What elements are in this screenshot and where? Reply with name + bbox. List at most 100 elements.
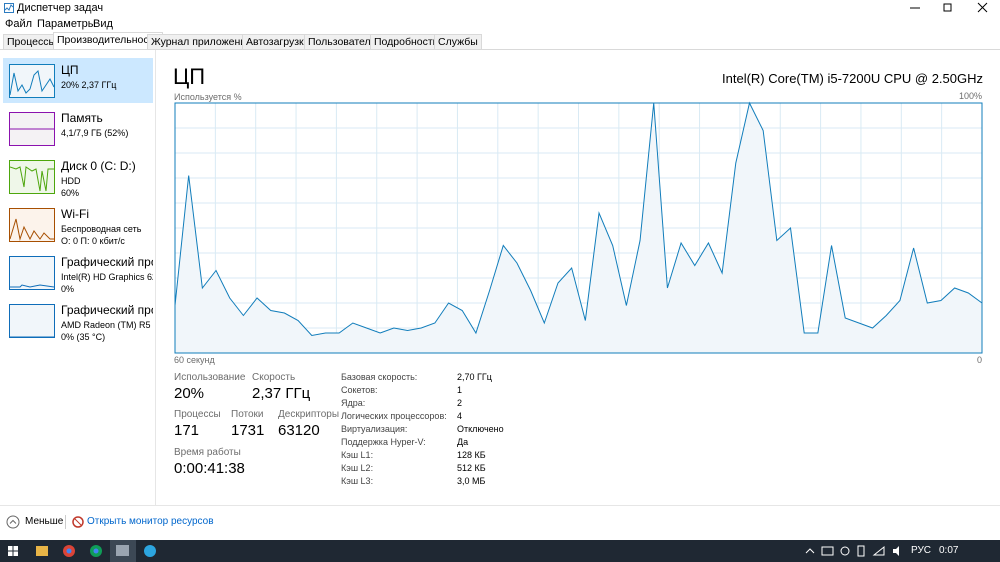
start-button[interactable] <box>8 546 18 556</box>
detail-label: Сокетов: <box>341 385 378 395</box>
tray-icons <box>805 545 899 557</box>
sidebar-item[interactable]: Диск 0 (C: D:) HDD 60% <box>3 154 153 199</box>
y-tick-label: 100% <box>959 91 982 101</box>
restore[interactable] <box>943 3 952 12</box>
title-bar: Диспетчер задач <box>0 0 1000 16</box>
detail-value: 2,70 ГГц <box>457 372 492 382</box>
section-title: ЦП <box>173 64 206 89</box>
telegram[interactable] <box>144 545 156 557</box>
detail-label: Кэш L1: <box>341 450 374 460</box>
sidebar-item[interactable]: Wi-Fi Беспроводная сеть О: 0 П: 0 кбит/с <box>3 202 153 247</box>
thumbnail <box>9 64 55 98</box>
stat-value: 171 <box>174 422 200 439</box>
thumbnail-graph <box>9 69 55 96</box>
detail-label: Виртуализация: <box>341 424 408 434</box>
thumbnail <box>9 256 55 290</box>
menu-item[interactable]: Файл <box>5 18 33 30</box>
detail-value: 1 <box>457 385 463 395</box>
detail-value: Отключено <box>457 424 504 434</box>
item-name: Диск 0 (C: D:) <box>61 159 136 173</box>
cpu-area <box>175 103 982 353</box>
detail-value: 128 КБ <box>457 450 486 460</box>
stat-value: 0:00:41:38 <box>174 460 245 477</box>
resmon-icon[interactable] <box>72 516 84 528</box>
detail-value: Да <box>457 437 469 447</box>
app-icon <box>4 3 14 13</box>
detail-value: 3,0 МБ <box>457 476 486 486</box>
tab[interactable]: Производительность <box>53 32 163 50</box>
graph-y-label: Используется % <box>174 92 242 102</box>
resmon-link[interactable]: Открыть монитор ресурсов <box>87 516 214 527</box>
explorer[interactable] <box>36 546 48 556</box>
window-controls <box>910 2 988 13</box>
detail-value: 512 КБ <box>457 463 486 473</box>
detail-label: Ядра: <box>341 398 366 408</box>
taskbar: РУС 0:07 <box>0 540 1000 562</box>
thumbnail-line <box>10 284 55 288</box>
tab[interactable]: Подробности <box>370 34 443 49</box>
window-title: Диспетчер задач <box>17 2 104 14</box>
item-line: 0% (35 °C) <box>61 332 106 342</box>
stat-label: Процессы <box>174 409 221 420</box>
item-name: Графический про <box>61 303 153 317</box>
detail-label: Кэш L2: <box>341 463 374 473</box>
item-line: AMD Radeon (TM) R5 M <box>61 320 153 330</box>
stat-label: Скорость <box>252 372 296 383</box>
item-name: Wi-Fi <box>61 207 89 221</box>
thumbnail-graph <box>9 218 54 241</box>
thumbnail-line <box>9 166 54 192</box>
graph-frame <box>174 102 983 354</box>
thumbnail-graph <box>9 166 54 192</box>
thumbnail-graph <box>10 284 55 288</box>
thumbnail-line <box>9 218 54 241</box>
stat-label: Дескрипторы <box>278 409 340 420</box>
sidebar-item[interactable]: ЦП 20% 2,37 ГГц <box>3 58 153 103</box>
separator <box>155 50 156 505</box>
tab[interactable]: Службы <box>434 34 482 49</box>
close[interactable] <box>977 2 988 13</box>
thumbnail-line <box>9 69 55 96</box>
menu-item[interactable]: Вид <box>93 18 113 30</box>
thumbnail <box>9 208 55 242</box>
item-line: О: 0 П: 0 кбит/с <box>61 236 125 246</box>
item-line: 4,1/7,9 ГБ (52%) <box>61 128 129 138</box>
cpu-graph: 100% 60 секунд 0 <box>174 91 983 365</box>
item-name: ЦП <box>61 63 79 77</box>
item-line: 0% <box>61 284 75 294</box>
sidebar-item[interactable]: Память 4,1/7,9 ГБ (52%) <box>3 106 153 151</box>
taskbar-icons <box>8 540 156 562</box>
detail-label: Логических процессоров: <box>341 411 447 421</box>
thumbnail-graph <box>10 128 54 130</box>
stat-value: 1731 <box>231 422 265 439</box>
thumbnail <box>9 112 55 146</box>
sidebar-item[interactable]: Графический про Intel(R) HD Graphics 620 0… <box>3 250 153 295</box>
thumbnail <box>9 304 55 338</box>
footer-sep <box>65 515 66 529</box>
x-tick-label: 60 секунд <box>174 355 216 365</box>
tab[interactable]: Процессы <box>3 34 61 49</box>
detail-label: Базовая скорость: <box>341 372 418 382</box>
detail-value: 4 <box>457 411 463 421</box>
stat-label: Потоки <box>231 409 264 420</box>
menu-item[interactable]: Параметры <box>37 18 96 30</box>
stat-label: Использование <box>174 372 246 383</box>
clock[interactable]: 0:07 <box>939 545 959 556</box>
footer-line <box>0 505 1000 506</box>
thumbnail <box>9 160 55 194</box>
sidebar-item[interactable]: Графический про AMD Radeon (TM) R5 M 0% (3… <box>3 298 153 343</box>
item-name: Графический про <box>61 255 153 269</box>
item-line: Intel(R) HD Graphics 620 <box>61 272 153 282</box>
detail-label: Поддержка Hyper-V: <box>341 437 426 447</box>
detail-value: 2 <box>457 398 463 408</box>
less-button[interactable]: Меньше <box>25 516 64 527</box>
cpu-name: Intel(R) Core(TM) i5-7200U CPU @ 2.50GHz <box>722 71 983 86</box>
tab[interactable]: Пользователи <box>304 34 381 49</box>
x-tick-label: 0 <box>977 355 982 365</box>
less-icon[interactable] <box>6 515 20 529</box>
language[interactable]: РУС <box>911 545 932 556</box>
item-line: 60% <box>61 188 80 198</box>
item-line: Беспроводная сеть <box>61 224 142 234</box>
stat-value: 63120 <box>278 422 320 439</box>
stat-value: 2,37 ГГц <box>252 385 311 402</box>
stat-value: 20% <box>174 385 205 402</box>
